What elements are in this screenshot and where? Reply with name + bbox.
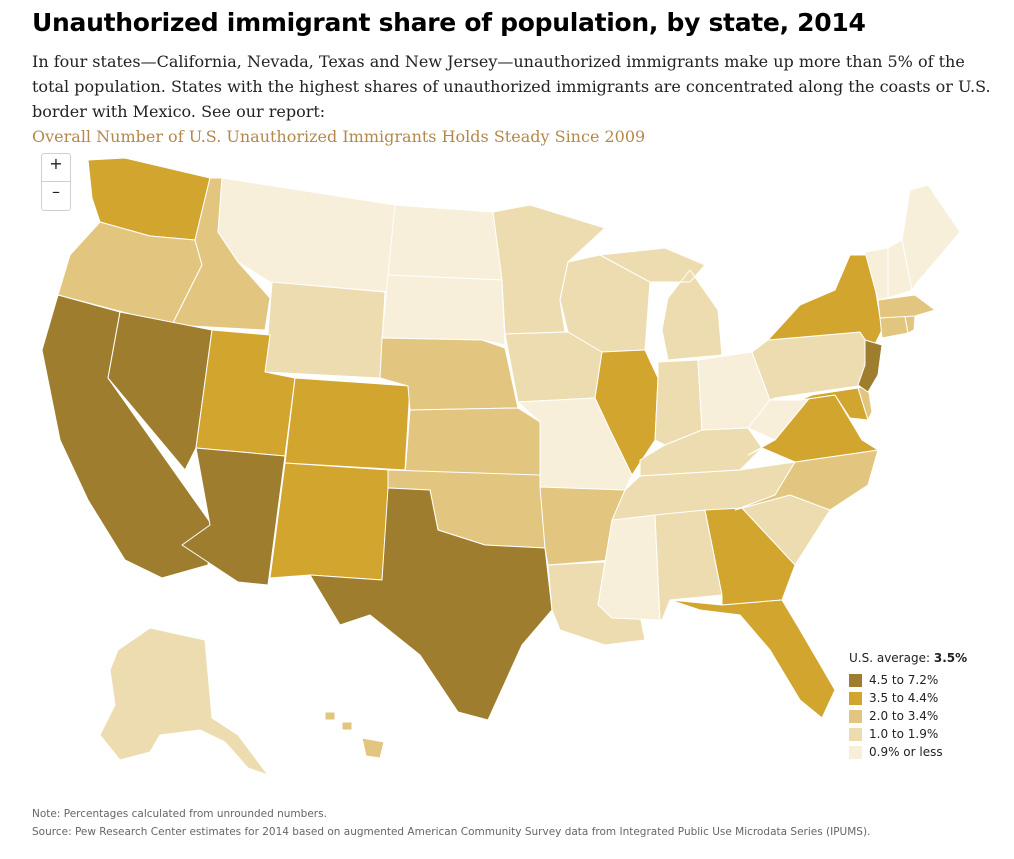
state-ak[interactable] [99,627,269,776]
state-sd[interactable] [381,274,506,346]
state-tx[interactable] [309,487,553,721]
state-az[interactable] [181,447,286,586]
zoom-control: + – [41,153,71,211]
state-nd[interactable] [387,204,503,281]
us-average-value: 3.5% [933,651,968,665]
us-state-map [41,157,961,776]
legend-item: 1.0 to 1.9% [849,725,967,743]
state-me[interactable] [901,184,961,291]
legend-swatch [849,691,862,705]
legend-swatch [849,727,862,741]
state-nm[interactable] [269,462,391,581]
state-nc[interactable] [734,449,879,511]
subtitle-text: In four states—California, Nevada, Texas… [32,52,991,121]
state-nj[interactable] [857,339,883,393]
legend: U.S. average: 3.5% 4.5 to 7.2% 3.5 to 4.… [849,651,967,761]
legend-item: 0.9% or less [849,743,967,761]
state-ct[interactable] [879,315,909,339]
state-in[interactable] [654,359,703,446]
footnote: Note: Percentages calculated from unroun… [32,808,327,820]
legend-swatch [849,709,862,723]
us-average: U.S. average: 3.5% [849,651,968,665]
state-co[interactable] [284,377,411,471]
legend-item: 2.0 to 3.4% [849,707,967,725]
subtitle: In four states—California, Nevada, Texas… [32,49,1002,149]
state-mi[interactable] [599,247,723,361]
state-ar[interactable] [539,486,626,566]
zoom-out-button[interactable]: – [52,182,60,201]
state-ks[interactable] [404,407,546,476]
state-ma[interactable] [877,294,936,319]
zoom-in-button[interactable]: + [42,154,70,182]
state-wv[interactable] [747,351,813,441]
report-link[interactable]: Overall Number of U.S. Unauthorized Immi… [32,127,646,146]
legend-item: 3.5 to 4.4% [849,689,967,707]
state-fl[interactable] [669,599,836,719]
legend-item: 4.5 to 7.2% [849,671,967,689]
legend-swatch [849,673,862,687]
page-title: Unauthorized immigrant share of populati… [32,8,866,37]
state-wy[interactable] [264,281,386,379]
state-hi[interactable] [324,711,385,759]
source-note: Source: Pew Research Center estimates fo… [32,826,871,838]
state-nv[interactable] [107,311,213,471]
legend-swatch [849,745,862,759]
